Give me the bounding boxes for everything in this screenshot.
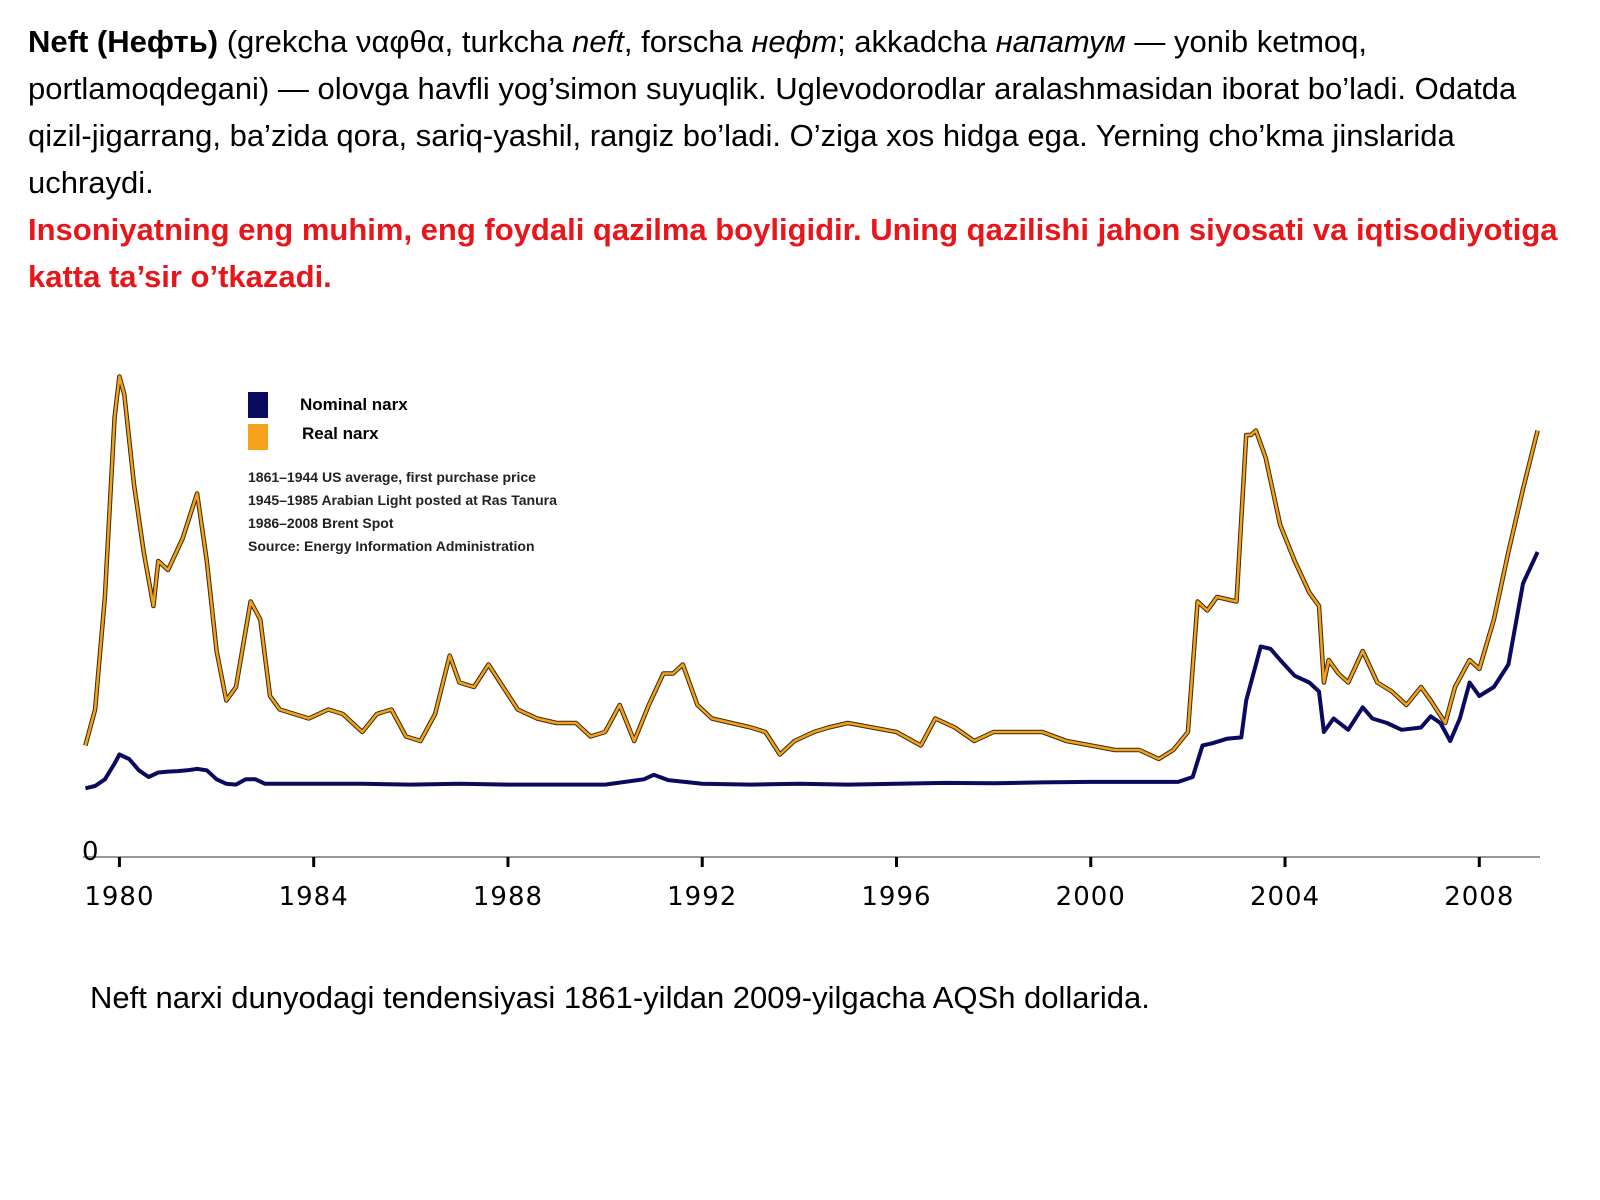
legend-swatch-real (248, 424, 268, 450)
series-line-nominal (84, 551, 1540, 791)
term-title: Neft (Нефть) (28, 24, 219, 59)
legend-label-nominal: Nominal narx (300, 395, 408, 414)
series-line-real (84, 375, 1539, 761)
intro-paragraph: Neft (Нефть) (grekcha ναφθα, turkcha nef… (28, 18, 1573, 300)
x-tick-label: 2008 (1444, 882, 1514, 912)
legend: Nominal narx Real narx (248, 392, 408, 450)
oil-price-chart: 1980 1984 1988 1992 1996 2000 2004 2008 0 Nomin… (82, 374, 1540, 912)
chart-caption: Neft narxi dunyodagi tendensiyasi 1861-y… (90, 980, 1150, 1015)
chart-note-3: 1986–2008 Brent Spot (248, 515, 394, 531)
x-tick-label: 2004 (1250, 882, 1320, 912)
x-tick-label: 1984 (279, 882, 349, 912)
intro-text-2: , forscha (623, 24, 752, 59)
chart-notes: 1861–1944 US average, first purchase pri… (248, 469, 557, 554)
y-tick-label: 0 (82, 837, 100, 867)
x-tick-label: 1996 (861, 882, 931, 912)
highlight-text: Insoniyatning eng muhim, eng foydali qaz… (28, 212, 1558, 294)
intro-text-1: (grekcha ναφθα, turkcha (218, 24, 573, 59)
x-tick-label: 1988 (473, 882, 543, 912)
intro-text-4: — yonib ketmoq, portlamoqdegani) — olovg… (28, 24, 1517, 200)
x-tick-label: 1992 (667, 882, 737, 912)
intro-italic-3: напатум (995, 24, 1126, 59)
x-tick-label: 1980 (84, 882, 154, 912)
chart-note-2: 1945–1985 Arabian Light posted at Ras Ta… (248, 492, 557, 508)
intro-text-3: ; akkadcha (837, 24, 996, 59)
legend-swatch-nominal (248, 392, 268, 418)
intro-italic-2: нефт (751, 24, 838, 59)
x-tick-label: 2000 (1056, 882, 1126, 912)
series-lines (83, 374, 1540, 791)
legend-label-real: Real narx (302, 424, 379, 443)
chart-note-4: Source: Energy Information Administratio… (248, 538, 535, 554)
intro-italic-1: neft (572, 24, 624, 59)
x-axis: 1980 1984 1988 1992 1996 2000 2004 2008 (83, 856, 1540, 912)
chart-note-1: 1861–1944 US average, first purchase pri… (248, 469, 536, 485)
